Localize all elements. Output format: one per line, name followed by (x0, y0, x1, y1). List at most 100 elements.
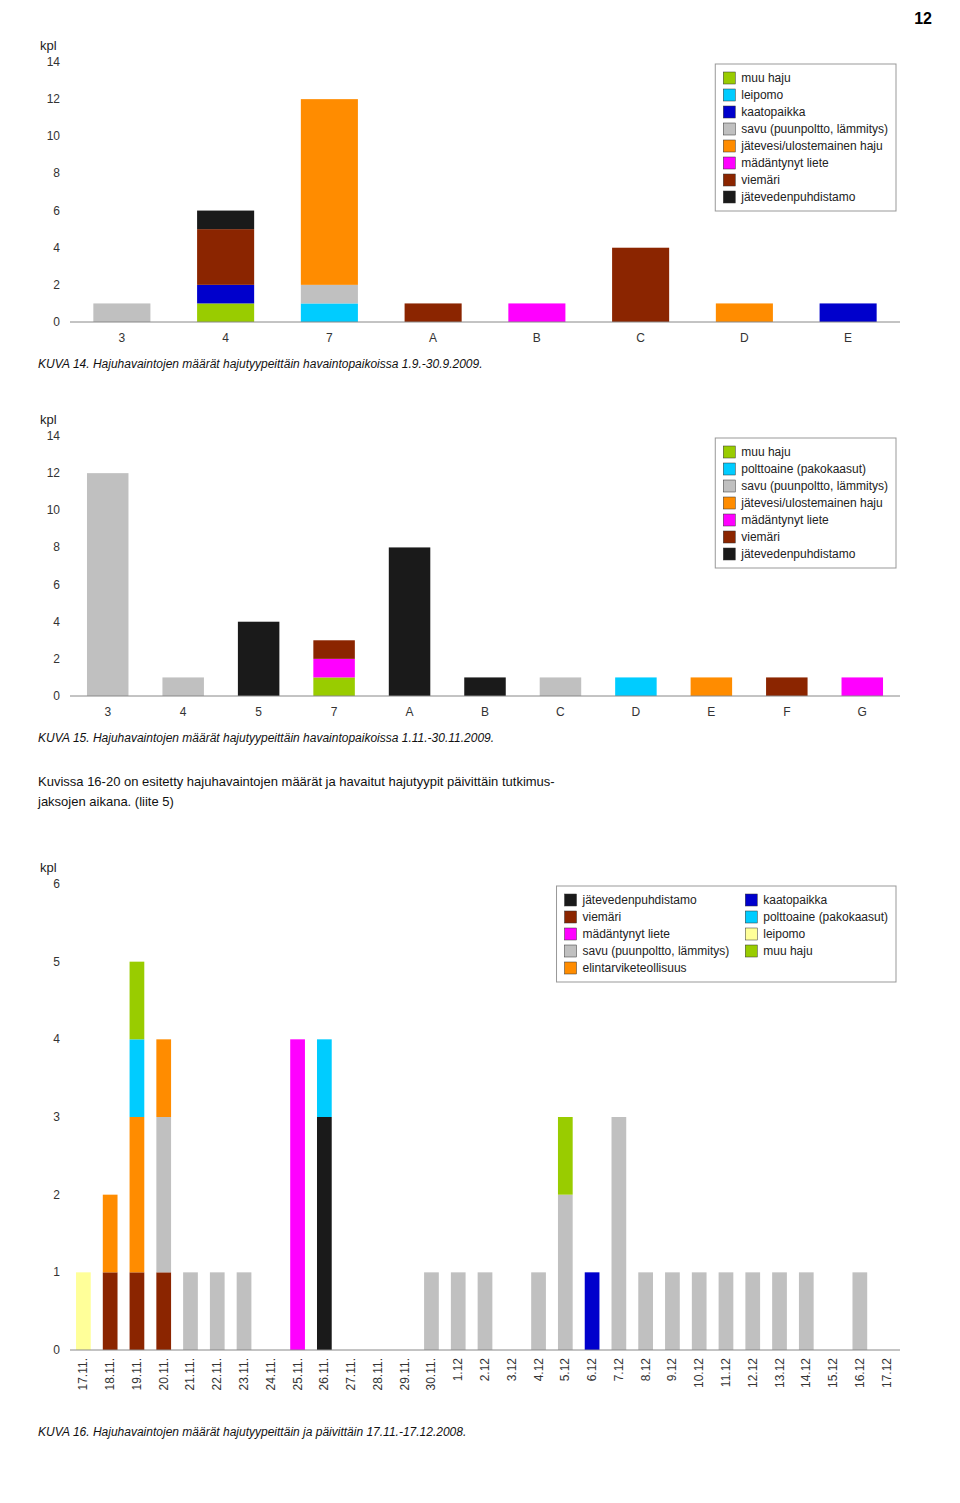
y-tick-label: 3 (53, 1110, 60, 1124)
y-tick-label: 1 (53, 1265, 60, 1279)
bar-segment (162, 677, 204, 696)
bar-segment (317, 1039, 332, 1040)
legend: muu hajupolttoaine (pakokaasut)savu (puu… (715, 438, 896, 568)
y-tick-label: 14 (47, 55, 61, 69)
x-tick-label: C (636, 331, 645, 345)
legend-item: viemäri (565, 910, 622, 924)
bar-segment (183, 1272, 198, 1273)
bar-segment (424, 1272, 439, 1273)
bar-segment (772, 1272, 787, 1273)
bar-segment (424, 1272, 439, 1273)
x-tick-label: 21.11. (183, 1358, 197, 1390)
bar-segment (719, 1272, 734, 1273)
bar-segment (210, 1272, 225, 1350)
bar-segment (76, 1272, 91, 1273)
bar-segment (156, 1039, 171, 1040)
legend-label: jätevesi/ulostemainen haju (740, 139, 882, 153)
x-axis-line (70, 696, 900, 697)
bar-segment (210, 1272, 225, 1273)
bar-segment (162, 677, 204, 678)
bar-segment (665, 1272, 680, 1273)
bar-segment (197, 285, 254, 304)
x-tick-label: 28.11. (371, 1358, 385, 1390)
x-axis-line (70, 1350, 900, 1351)
legend-swatch (723, 89, 735, 101)
x-tick-label: A (429, 331, 437, 345)
y-tick-label: 2 (53, 1188, 60, 1202)
bar-segment (665, 1272, 680, 1273)
x-tick-label: G (858, 705, 867, 719)
y-tick-label: 0 (53, 315, 60, 329)
x-axis-line (70, 322, 900, 323)
bar-segment (612, 1117, 627, 1118)
x-tick-label: 3.12 (505, 1358, 519, 1382)
bar-segment (237, 1272, 252, 1273)
caption: KUVA 15. Hajuhavaintojen määrät hajutyyp… (38, 731, 494, 745)
bar-segment (301, 99, 358, 100)
bar-segment (156, 1117, 171, 1272)
bar-segment (290, 1039, 305, 1040)
bar-segment (745, 1272, 760, 1273)
x-tick-label: C (556, 705, 565, 719)
y-tick-label: 0 (53, 689, 60, 703)
bar-segment (615, 677, 657, 678)
x-tick-label: 30.11. (424, 1358, 438, 1390)
legend-swatch (565, 945, 577, 957)
bar-segment (766, 677, 808, 678)
y-tick-label: 10 (47, 129, 61, 143)
x-tick-label: 26.11. (317, 1358, 331, 1390)
bar-segment (638, 1272, 653, 1350)
bar-segment (852, 1272, 867, 1350)
bar-segment (540, 677, 582, 678)
x-tick-label: 9.12 (665, 1358, 679, 1382)
legend-swatch (723, 174, 735, 186)
bar-segment (238, 622, 279, 696)
legend-swatch (565, 962, 577, 974)
bar-segment (531, 1272, 546, 1273)
bar-segment (156, 1039, 171, 1040)
bar-segment (612, 1117, 627, 1118)
bar-segment (162, 677, 204, 678)
caption: KUVA 14. Hajuhavaintojen määrät hajutyyp… (38, 357, 483, 371)
bar-segment (130, 1117, 145, 1272)
bar-segment (301, 99, 358, 285)
legend-frame (557, 886, 896, 982)
y-tick-label: 0 (53, 1343, 60, 1357)
legend-label: jätevesi/ulostemainen haju (740, 496, 882, 510)
bar-segment (103, 1272, 118, 1350)
x-tick-label: D (740, 331, 749, 345)
bar-segment (665, 1272, 680, 1273)
bar-segment (103, 1195, 118, 1273)
y-axis-label: kpl (40, 860, 57, 875)
bar-segment (615, 677, 657, 678)
bar-segment (130, 1272, 145, 1350)
page: 12Kuvissa 16-20 on esitetty hajuhavainto… (0, 0, 960, 1503)
bar-segment (691, 677, 733, 678)
bar-segment (691, 677, 733, 696)
bar-segment (692, 1272, 707, 1273)
bar-segment (405, 303, 462, 304)
bar-segment (451, 1272, 466, 1273)
legend: muu hajuleipomokaatopaikkasavu (puunpolt… (715, 64, 896, 211)
bar-segment (745, 1272, 760, 1273)
x-tick-label: 13.12 (773, 1358, 787, 1388)
legend-swatch (723, 106, 735, 118)
bar-segment (612, 248, 669, 322)
bar-segment (210, 1272, 225, 1273)
bar-segment (478, 1272, 493, 1273)
y-axis-label: kpl (40, 38, 57, 53)
bar-segment (799, 1272, 814, 1273)
bar-segment (558, 1117, 573, 1195)
bar-segment (719, 1272, 734, 1273)
bar-segment (301, 303, 358, 322)
bar-segment (317, 1039, 332, 1040)
legend-label: muu haju (741, 71, 790, 85)
bar-segment (93, 303, 150, 322)
x-tick-label: 4 (180, 705, 187, 719)
bar-segment (197, 303, 254, 322)
bar-segment (301, 99, 358, 100)
bar-segment (612, 1117, 627, 1118)
legend-label: jätevedenpuhdistamo (740, 547, 855, 561)
bar-segment (638, 1272, 653, 1273)
legend-label: savu (puunpoltto, lämmitys) (583, 944, 730, 958)
